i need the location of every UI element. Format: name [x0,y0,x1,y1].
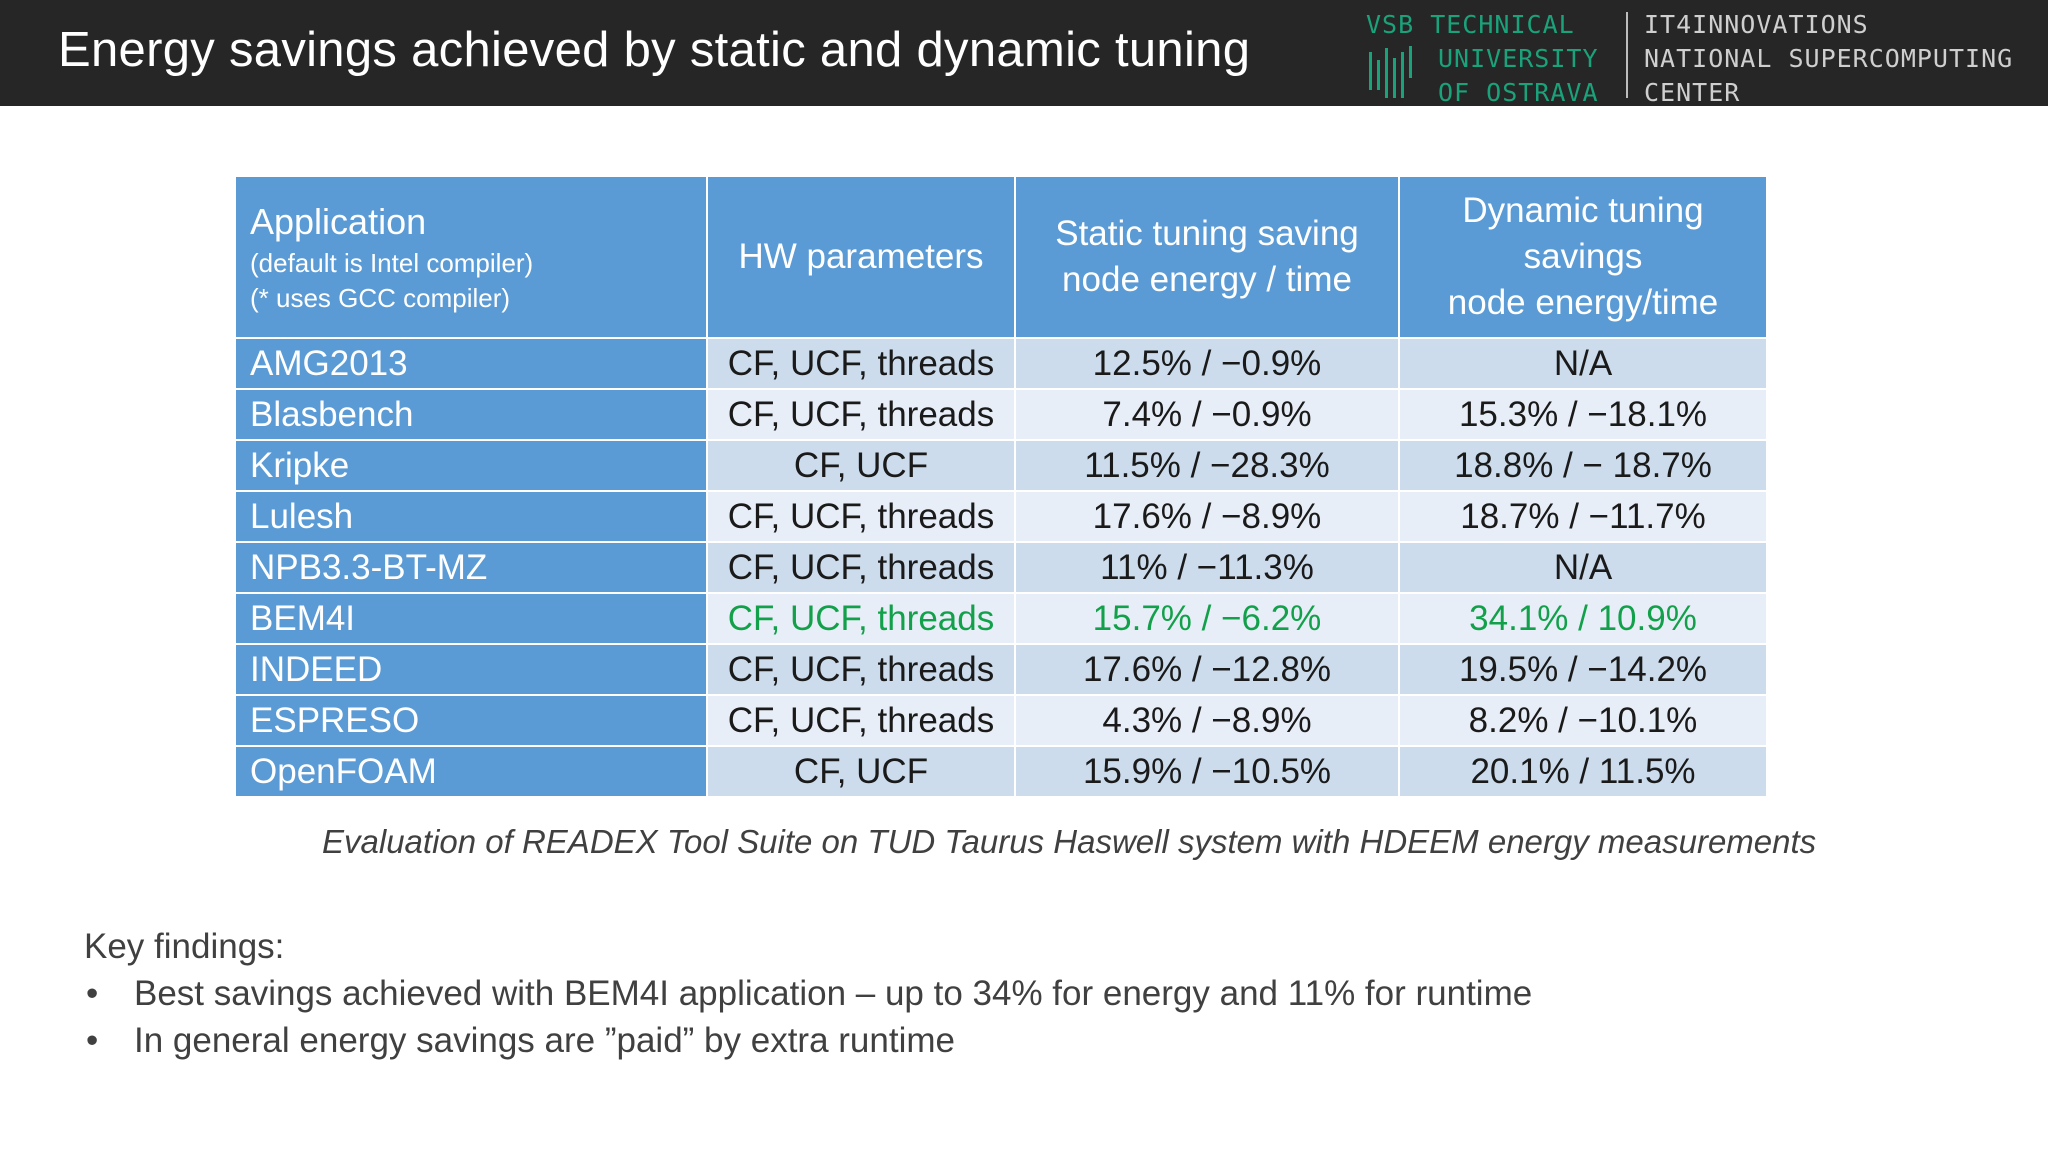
table-row: NPB3.3-BT-MZ CF, UCF, threads 11% / −11.… [234,541,1768,594]
header-dynamic-line-3: node energy/time [1447,283,1719,322]
cell-hw-parameters: CF, UCF, threads [706,643,1016,696]
table-row-highlighted: BEM4I CF, UCF, threads 15.7% / −6.2% 34.… [234,592,1768,645]
cell-application: Blasbench [234,388,708,441]
cell-application: INDEED [234,643,708,696]
table-row: INDEED CF, UCF, threads 17.6% / −12.8% 1… [234,643,1768,696]
cell-dynamic-saving: N/A [1398,337,1768,390]
header-dynamic-line-2: savings [1523,237,1643,276]
table-caption: Evaluation of READEX Tool Suite on TUD T… [322,823,1817,860]
cell-application: OpenFOAM [234,745,708,798]
cell-static-saving: 17.6% / −8.9% [1014,490,1400,543]
cell-static-saving: 11% / −11.3% [1014,541,1400,594]
table-row: Blasbench CF, UCF, threads 7.4% / −0.9% … [234,388,1768,441]
cell-application: Kripke [234,439,708,492]
bullet-icon: • [86,974,99,1013]
table-row: Kripke CF, UCF 11.5% / −28.3% 18.8% / − … [234,439,1768,492]
cell-dynamic-saving: 18.7% / −11.7% [1398,490,1768,543]
cell-application: Lulesh [234,490,708,543]
cell-dynamic-saving: 20.1% / 11.5% [1398,745,1768,798]
energy-savings-table: Application (default is Intel compiler) … [234,175,1768,798]
cell-application: NPB3.3-BT-MZ [234,541,708,594]
header-application-title: Application [250,201,427,242]
header-dynamic-line-1: Dynamic tuning [1462,191,1704,230]
cell-application: BEM4I [234,592,708,645]
header-application-note-1: (default is Intel compiler) [250,248,534,278]
cell-hw-parameters: CF, UCF, threads [706,694,1016,747]
cell-dynamic-saving: N/A [1398,541,1768,594]
cell-static-saving: 4.3% / −8.9% [1014,694,1400,747]
cell-hw-parameters: CF, UCF, threads [706,388,1016,441]
cell-dynamic-saving: 8.2% / −10.1% [1398,694,1768,747]
cell-hw-parameters: CF, UCF, threads [706,490,1016,543]
header-static-line-1: Static tuning saving [1055,214,1359,253]
finding-text: Best savings achieved with BEM4I applica… [134,974,1533,1013]
slide-title: Energy savings achieved by static and dy… [58,23,1251,77]
vsb-line-3: OF OSTRAVA [1438,78,1599,107]
list-item: • In general energy savings are ”paid” b… [84,1017,1532,1064]
cell-application: AMG2013 [234,337,708,390]
table-row: ESPRESO CF, UCF, threads 4.3% / −8.9% 8.… [234,694,1768,747]
cell-static-saving: 7.4% / −0.9% [1014,388,1400,441]
vsb-it4i-logo: VSB TECHNICAL UNIVERSITY OF OSTRAVA IT4I… [1366,4,2048,107]
cell-static-saving: 15.9% / −10.5% [1014,745,1400,798]
list-item: • Best savings achieved with BEM4I appli… [84,970,1532,1017]
logo-bars-icon [1369,46,1412,98]
key-findings-heading: Key findings: [84,927,285,966]
cell-static-saving: 17.6% / −12.8% [1014,643,1400,696]
cell-application: ESPRESO [234,694,708,747]
cell-static-saving: 11.5% / −28.3% [1014,439,1400,492]
header-static-tuning: Static tuning saving node energy / time [1014,175,1400,339]
vsb-line-1: VSB TECHNICAL [1366,10,1575,39]
finding-text: In general energy savings are ”paid” by … [134,1021,955,1060]
logo-divider [1626,12,1628,98]
cell-static-saving: 12.5% / −0.9% [1014,337,1400,390]
cell-hw-parameters: CF, UCF, threads [706,541,1016,594]
table-row: AMG2013 CF, UCF, threads 12.5% / −0.9% N… [234,337,1768,390]
table-row: Lulesh CF, UCF, threads 17.6% / −8.9% 18… [234,490,1768,543]
header-application: Application (default is Intel compiler) … [234,175,708,339]
cell-dynamic-saving: 15.3% / −18.1% [1398,388,1768,441]
cell-dynamic-saving: 34.1% / 10.9% [1398,592,1768,645]
cell-static-saving: 15.7% / −6.2% [1014,592,1400,645]
cell-dynamic-saving: 19.5% / −14.2% [1398,643,1768,696]
header-static-line-2: node energy / time [1062,260,1352,299]
it4i-line-2: NATIONAL SUPERCOMPUTING [1644,44,2014,73]
cell-hw-parameters: CF, UCF [706,745,1016,798]
cell-hw-parameters: CF, UCF, threads [706,592,1016,645]
cell-hw-parameters: CF, UCF [706,439,1016,492]
it4i-wordmark: IT4INNOVATIONS NATIONAL SUPERCOMPUTING C… [1644,8,2013,110]
header-hw-parameters: HW parameters [706,175,1016,339]
cell-dynamic-saving: 18.8% / − 18.7% [1398,439,1768,492]
bullet-icon: • [86,1021,99,1060]
table-header-row: Application (default is Intel compiler) … [234,175,1768,339]
cell-hw-parameters: CF, UCF, threads [706,337,1016,390]
header-dynamic-tuning: Dynamic tuning savings node energy/time [1398,175,1768,339]
table-row: OpenFOAM CF, UCF 15.9% / −10.5% 20.1% / … [234,745,1768,798]
vsb-line-2: UNIVERSITY [1438,44,1599,73]
key-findings-list: • Best savings achieved with BEM4I appli… [84,970,1532,1064]
it4i-line-3: CENTER [1644,78,1741,107]
key-findings: Key findings: • Best savings achieved wi… [84,924,1532,1064]
title-bar: Energy savings achieved by static and dy… [0,0,2048,107]
header-application-note-2: (* uses GCC compiler) [250,283,511,313]
it4i-line-1: IT4INNOVATIONS [1644,10,1869,39]
